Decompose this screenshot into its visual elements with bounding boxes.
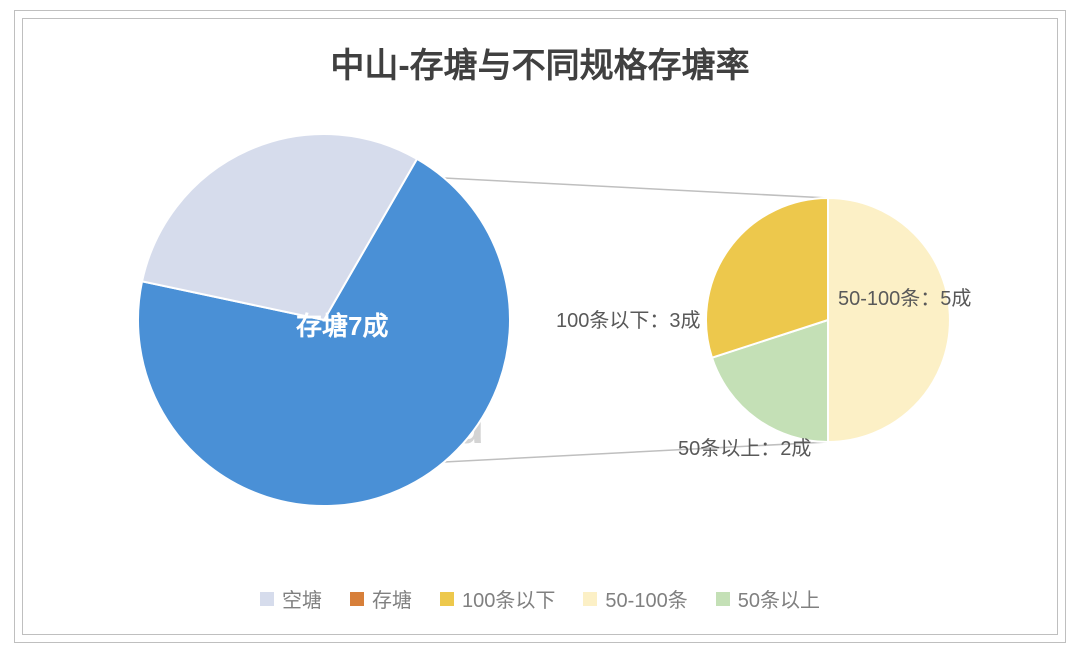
sub-pie xyxy=(706,198,950,442)
sub-pie-label-1: 50条以上：2成 xyxy=(678,432,811,461)
legend-swatch-1 xyxy=(350,592,364,606)
legend-label-0: 空塘 xyxy=(282,584,322,613)
connector-line-top xyxy=(444,178,828,198)
legend-label-3: 50-100条 xyxy=(605,584,687,613)
legend-item-3: 50-100条 xyxy=(583,584,687,613)
sub-pie-g-slice-0 xyxy=(828,198,950,442)
legend-swatch-4 xyxy=(716,592,730,606)
legend: 空塘 存塘 100条以下 50-100条 50条以上 xyxy=(0,584,1080,613)
legend-swatch-0 xyxy=(260,592,274,606)
legend-item-2: 100条以下 xyxy=(440,584,555,613)
sub-pie-label-0: 50-100条：5成 xyxy=(838,282,971,311)
chart-canvas xyxy=(0,0,1080,653)
legend-swatch-3 xyxy=(583,592,597,606)
main-pie-center-label: 存塘7成 xyxy=(296,306,388,343)
legend-label-1: 存塘 xyxy=(372,584,412,613)
legend-label-2: 100条以下 xyxy=(462,584,555,613)
legend-swatch-2 xyxy=(440,592,454,606)
legend-label-4: 50条以上 xyxy=(738,584,820,613)
legend-item-4: 50条以上 xyxy=(716,584,820,613)
legend-item-0: 空塘 xyxy=(260,584,322,613)
sub-pie-label-2: 100条以下：3成 xyxy=(556,304,701,333)
legend-item-1: 存塘 xyxy=(350,584,412,613)
